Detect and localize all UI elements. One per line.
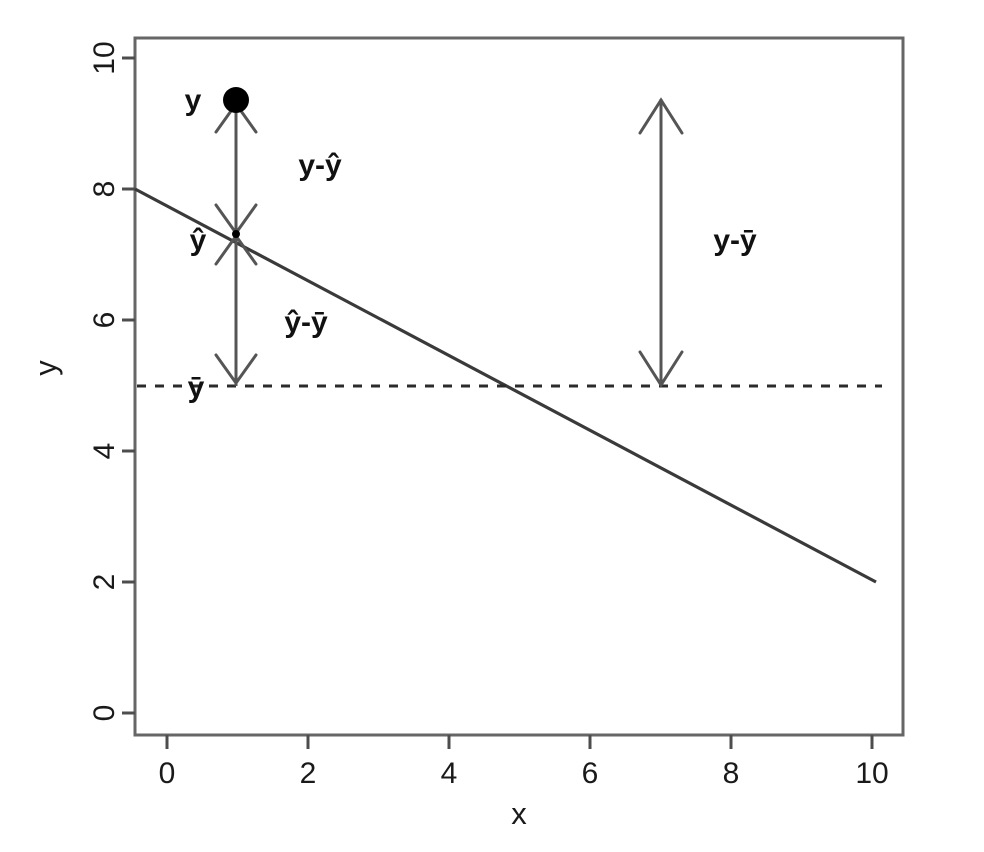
right-arrow-head-bottom — [638, 350, 684, 388]
label-mean-y: ȳ — [188, 371, 205, 404]
label-residual: y-ŷ — [298, 149, 342, 182]
observed-data-point — [223, 87, 249, 113]
y-tick-label-8: 8 — [88, 181, 121, 198]
label-observed-y: y — [185, 84, 202, 117]
left-deviation-arrow — [214, 101, 258, 386]
x-tick-label-0: 0 — [159, 757, 176, 790]
x-axis-ticks — [165, 735, 874, 749]
x-tick-label-2: 2 — [300, 757, 317, 790]
x-tick-label-6: 6 — [582, 757, 599, 790]
x-tick-label-10: 10 — [855, 757, 888, 790]
y-axis-ticks — [122, 56, 135, 715]
y-axis-title: y — [28, 360, 63, 376]
right-deviation-arrow — [638, 97, 684, 388]
x-tick-label-8: 8 — [723, 757, 740, 790]
y-tick-label-10: 10 — [88, 41, 121, 74]
fitted-value-marker — [232, 230, 240, 238]
y-tick-label-2: 2 — [88, 574, 121, 591]
label-total-deviation: y-ȳ — [713, 224, 757, 257]
x-axis-tick-labels: 0 2 4 6 8 10 — [159, 757, 889, 790]
right-arrow-head-top — [638, 97, 684, 135]
label-fitted-y: ŷ — [190, 224, 207, 257]
y-tick-label-0: 0 — [88, 705, 121, 722]
x-tick-label-4: 4 — [441, 757, 458, 790]
y-tick-label-4: 4 — [88, 443, 121, 460]
label-explained-deviation: ŷ-ȳ — [284, 306, 328, 339]
left-arrow-head-bottom — [214, 353, 258, 386]
plot-frame — [133, 36, 905, 737]
y-tick-label-6: 6 — [88, 312, 121, 329]
y-axis-tick-labels: 10 8 6 4 2 0 — [88, 41, 121, 721]
x-axis-title: x — [511, 796, 527, 831]
